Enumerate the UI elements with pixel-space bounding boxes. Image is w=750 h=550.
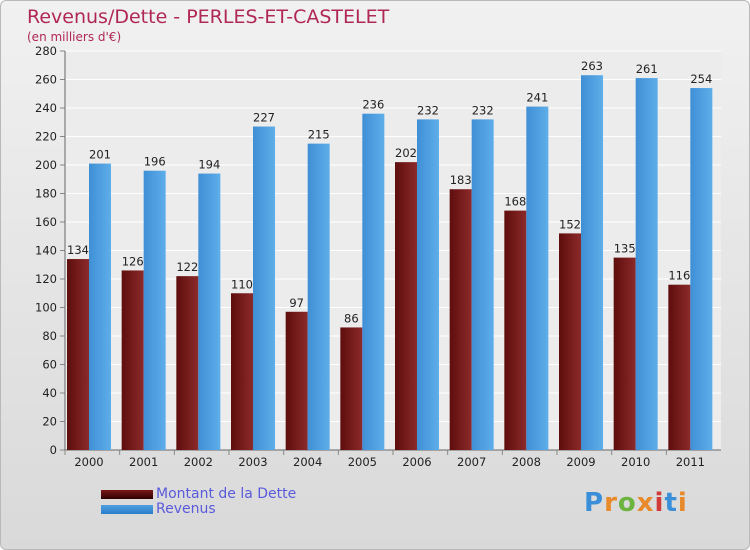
data-label-revenus: 194 bbox=[198, 158, 220, 172]
data-label-revenus: 215 bbox=[308, 128, 330, 142]
bar-revenus bbox=[581, 75, 603, 450]
x-tick-label: 2009 bbox=[566, 455, 595, 469]
y-tick-label: 200 bbox=[35, 158, 57, 172]
y-tick-label: 240 bbox=[35, 101, 57, 115]
x-tick-label: 2002 bbox=[184, 455, 213, 469]
x-tick-label: 2008 bbox=[512, 455, 541, 469]
y-tick-label: 160 bbox=[35, 215, 57, 229]
y-tick-label: 140 bbox=[35, 244, 57, 258]
x-tick-label: 2004 bbox=[293, 455, 322, 469]
data-label-dette: 110 bbox=[231, 277, 253, 291]
bar-revenus bbox=[362, 113, 385, 450]
data-label-dette: 97 bbox=[289, 296, 304, 310]
data-label-dette: 183 bbox=[450, 173, 472, 187]
bar-dette bbox=[449, 189, 472, 450]
logo-letter: o bbox=[617, 488, 637, 518]
data-label-dette: 86 bbox=[344, 311, 359, 325]
y-tick-label: 100 bbox=[35, 301, 57, 315]
y-tick-label: 120 bbox=[35, 272, 57, 286]
bar-revenus bbox=[198, 173, 221, 451]
y-tick-label: 40 bbox=[42, 386, 57, 400]
bar-revenus bbox=[526, 106, 549, 450]
bar-dette bbox=[340, 327, 363, 450]
x-tick-label: 2010 bbox=[621, 455, 650, 469]
data-label-revenus: 227 bbox=[253, 111, 275, 125]
y-tick-label: 0 bbox=[50, 443, 57, 457]
x-tick-label: 2007 bbox=[457, 455, 486, 469]
x-tick-label: 2000 bbox=[74, 455, 103, 469]
data-label-dette: 135 bbox=[614, 242, 636, 256]
bar-dette bbox=[559, 233, 581, 450]
data-label-dette: 152 bbox=[559, 217, 581, 231]
logo-letter: i bbox=[654, 488, 665, 518]
y-tick-label: 260 bbox=[35, 73, 57, 87]
proxiti-logo: Proxiti bbox=[584, 488, 688, 518]
data-label-revenus: 232 bbox=[417, 103, 439, 117]
bar-dette bbox=[121, 270, 144, 450]
bar-dette bbox=[613, 257, 636, 450]
bar-dette bbox=[176, 276, 199, 450]
bar-revenus bbox=[690, 88, 713, 451]
data-label-revenus: 236 bbox=[362, 98, 384, 112]
legend-label-dette: Montant de la Dette bbox=[156, 486, 297, 502]
data-label-dette: 134 bbox=[67, 243, 89, 257]
legend-label-revenus: Revenus bbox=[156, 501, 216, 517]
bar-revenus bbox=[417, 119, 439, 451]
y-tick-label: 280 bbox=[35, 44, 57, 58]
y-tick-label: 20 bbox=[42, 415, 57, 429]
legend-swatch-dette bbox=[101, 490, 153, 499]
logo-letter: i bbox=[677, 488, 688, 518]
bar-revenus bbox=[471, 119, 494, 451]
data-label-dette: 122 bbox=[176, 260, 198, 274]
chart-title: Revenus/Dette - PERLES-ET-CASTELET bbox=[27, 6, 390, 28]
x-tick-label: 2006 bbox=[402, 455, 431, 469]
chart-subtitle: (en milliers d'€) bbox=[27, 30, 122, 44]
data-label-dette: 202 bbox=[395, 146, 417, 160]
data-label-dette: 126 bbox=[122, 254, 144, 268]
data-label-revenus: 254 bbox=[690, 72, 712, 86]
bar-dette bbox=[67, 259, 89, 450]
data-label-dette: 116 bbox=[668, 269, 690, 283]
data-label-revenus: 232 bbox=[472, 103, 494, 117]
bar-revenus bbox=[635, 78, 658, 450]
legend-swatch-revenus bbox=[101, 505, 153, 514]
logo-letter: r bbox=[604, 488, 618, 518]
x-tick-label: 2011 bbox=[676, 455, 705, 469]
logo-letter: t bbox=[664, 488, 678, 518]
bar-dette bbox=[231, 293, 253, 450]
bar-revenus bbox=[89, 163, 111, 450]
logo-letter: P bbox=[584, 488, 605, 518]
x-tick-label: 2003 bbox=[238, 455, 267, 469]
data-label-revenus: 261 bbox=[636, 62, 658, 76]
x-tick-label: 2001 bbox=[129, 455, 158, 469]
bar-dette bbox=[668, 284, 691, 450]
bar-dette bbox=[285, 311, 308, 450]
bar-revenus bbox=[253, 126, 275, 451]
x-tick-label: 2005 bbox=[348, 455, 377, 469]
logo-letter: x bbox=[636, 488, 655, 518]
bar-revenus bbox=[143, 170, 166, 450]
y-tick-label: 80 bbox=[42, 329, 57, 343]
data-label-revenus: 201 bbox=[89, 148, 111, 162]
data-label-revenus: 241 bbox=[526, 91, 548, 105]
bar-dette bbox=[395, 162, 417, 450]
data-label-dette: 168 bbox=[504, 195, 526, 209]
y-tick-label: 180 bbox=[35, 187, 57, 201]
data-label-revenus: 263 bbox=[581, 59, 603, 73]
y-tick-label: 60 bbox=[42, 358, 57, 372]
data-label-revenus: 196 bbox=[144, 155, 166, 169]
bar-revenus bbox=[307, 143, 330, 450]
y-tick-label: 220 bbox=[35, 130, 57, 144]
bar-dette bbox=[504, 210, 527, 450]
